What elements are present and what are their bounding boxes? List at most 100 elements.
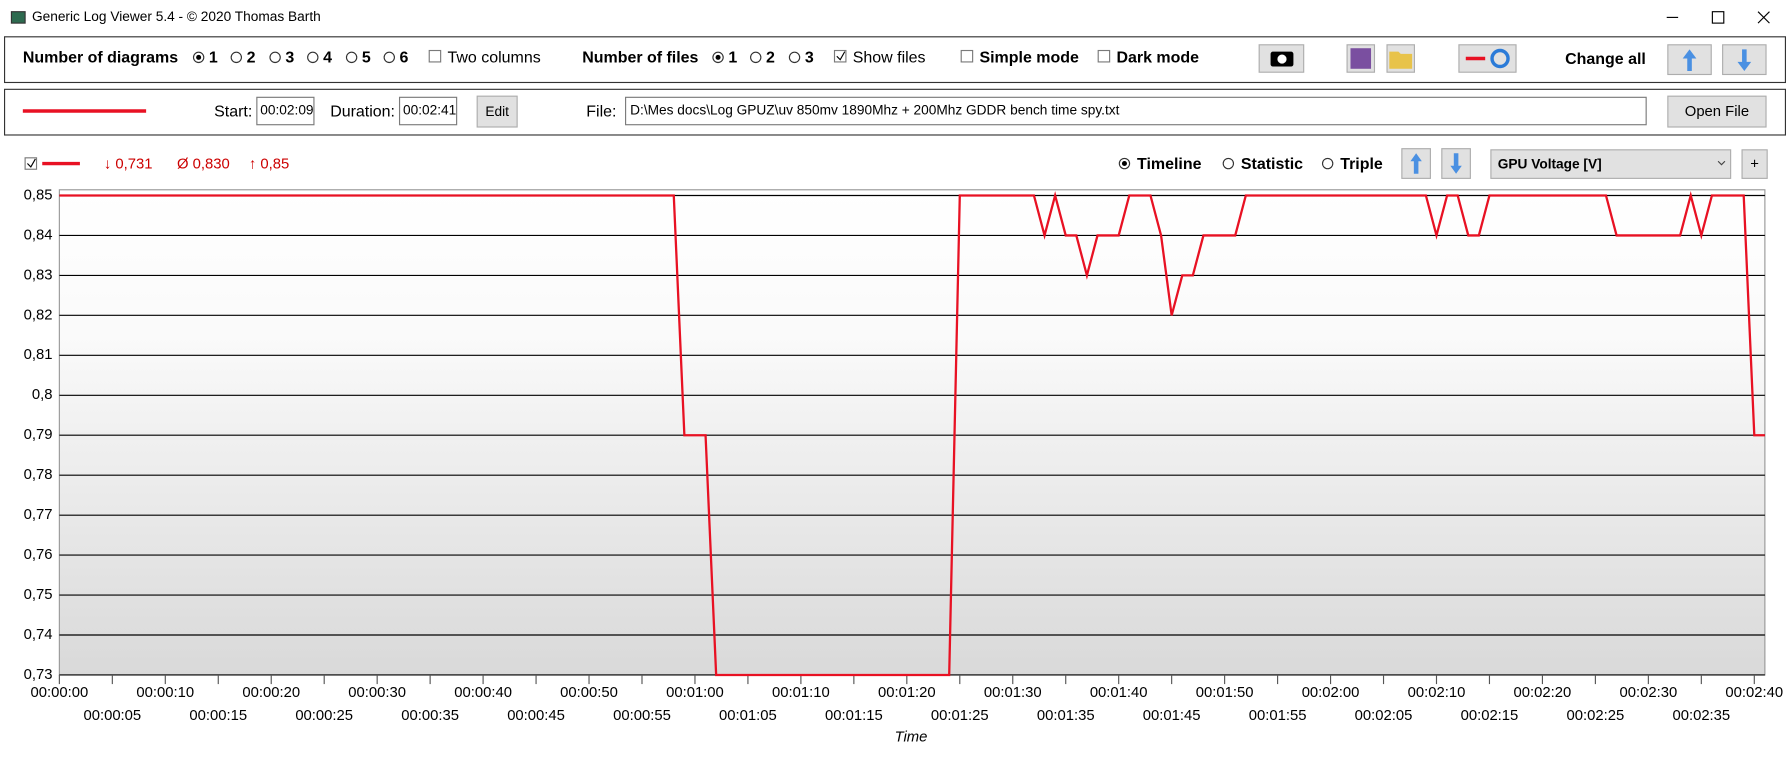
x-tick-label: 00:01:30: [984, 685, 1042, 701]
up-icon: [1682, 49, 1697, 72]
channel: GPU Voltage [V]: [1498, 156, 1602, 171]
refresh-icon: [1490, 48, 1510, 69]
x-tick-label: 00:00:45: [507, 708, 565, 724]
radio-label[interactable]: Triple: [1340, 156, 1383, 173]
close[interactable]: [1757, 11, 1770, 24]
y-tick-label: 0,82: [24, 307, 53, 323]
y-tick-label: 0,8: [32, 387, 53, 403]
checkbox[interactable]: [833, 49, 847, 63]
x-tick-label: 00:02:20: [1514, 685, 1572, 701]
duration-input[interactable]: [398, 96, 458, 126]
x-tick-label: 00:01:20: [878, 685, 936, 701]
maximize[interactable]: [1711, 11, 1725, 24]
simple-mode[interactable]: Simple mode: [979, 50, 1079, 67]
y-tick-label: 0,85: [24, 187, 53, 203]
start-input[interactable]: [256, 96, 315, 126]
files-label: Number of files: [582, 50, 698, 67]
radio[interactable]: [788, 51, 801, 64]
x-tick-label: 00:01:45: [1143, 708, 1201, 724]
stat-avg: Ø 0,830: [177, 157, 230, 173]
x-tick-label: 00:00:55: [613, 708, 671, 724]
duration-label: Duration:: [330, 103, 395, 120]
radio-label[interactable]: 5: [362, 50, 371, 67]
x-tick-label: 00:01:10: [772, 685, 830, 701]
file-path-input[interactable]: [625, 96, 1647, 126]
stat-min: ↓ 0,731: [104, 157, 153, 173]
y-tick-label: 0,84: [24, 227, 53, 243]
edit-button[interactable]: [476, 95, 518, 128]
radio-label[interactable]: 3: [805, 50, 814, 67]
y-tick-label: 0,81: [24, 347, 53, 363]
x-tick-label: 00:02:30: [1619, 685, 1677, 701]
plot-area: [58, 189, 1766, 676]
checkbox[interactable]: [960, 49, 974, 63]
add-button[interactable]: [1741, 149, 1768, 179]
x-axis-title: Time: [895, 730, 928, 746]
channel-dropdown[interactable]: [1490, 149, 1732, 179]
radio[interactable]: [383, 51, 395, 64]
radio[interactable]: [1321, 157, 1334, 170]
y-tick-label: 0,78: [24, 467, 53, 483]
down-icon: [1450, 153, 1462, 174]
y-tick-label: 0,75: [24, 587, 53, 603]
x-tick-label: 00:00:20: [242, 685, 300, 701]
radio[interactable]: [307, 51, 319, 64]
two-columns[interactable]: Two columns: [448, 50, 541, 67]
radio-label[interactable]: 1: [728, 50, 737, 67]
x-tick-label: 00:00:15: [189, 708, 247, 724]
radio[interactable]: [750, 51, 762, 64]
x-tick-label: 00:02:10: [1408, 685, 1466, 701]
open-file-button[interactable]: [1667, 95, 1767, 128]
radio-label[interactable]: 2: [247, 50, 256, 67]
start-label: Start:: [214, 103, 252, 120]
file-label: File:: [586, 103, 616, 120]
check-mark: [836, 51, 846, 61]
radio[interactable]: [230, 51, 243, 64]
stat-max: ↑ 0,85: [249, 157, 289, 173]
radio-dot: [196, 54, 202, 60]
x-tick-label: 00:02:05: [1355, 708, 1413, 724]
check-mark: [26, 158, 36, 168]
change-all: Change all: [1565, 51, 1646, 68]
x-tick-label: 00:00:50: [560, 685, 618, 701]
folder-icon: [1389, 51, 1413, 69]
radio[interactable]: [1222, 157, 1235, 170]
radio-label[interactable]: 2: [766, 50, 775, 67]
checkbox[interactable]: [428, 49, 442, 63]
save-icon: [1350, 48, 1372, 69]
x-tick-label: 00:02:40: [1725, 685, 1783, 701]
radio-label[interactable]: Timeline: [1137, 156, 1202, 173]
series-line: [59, 191, 1765, 677]
x-tick-label: 00:01:55: [1249, 708, 1307, 724]
checkbox[interactable]: [1097, 49, 1111, 63]
camera-lens: [1277, 54, 1287, 64]
series-checkbox[interactable]: [24, 157, 38, 170]
radio-dot: [1121, 161, 1127, 167]
radio-label[interactable]: 1: [209, 50, 218, 67]
edit-label: Edit: [485, 104, 509, 119]
x-tick-label: 00:01:00: [666, 685, 724, 701]
radio[interactable]: [345, 51, 358, 64]
x-tick-label: 00:01:40: [1090, 685, 1148, 701]
window-title: Generic Log Viewer 5.4 - © 2020 Thomas B…: [32, 9, 321, 24]
radio-label[interactable]: Statistic: [1241, 156, 1303, 173]
down-icon: [1737, 49, 1752, 72]
duration-value: 00:02:41: [403, 103, 456, 118]
x-tick-label: 00:02:35: [1672, 708, 1730, 724]
radio-label[interactable]: 3: [285, 50, 294, 67]
x-tick-label: 00:00:25: [295, 708, 353, 724]
radio-label[interactable]: 6: [400, 50, 409, 67]
show-files[interactable]: Show files: [853, 50, 926, 67]
x-tick-label: 00:02:00: [1302, 685, 1360, 701]
x-tick-label: 00:00:00: [30, 685, 88, 701]
x-tick-label: 00:02:15: [1461, 708, 1519, 724]
x-tick-label: 00:01:35: [1037, 708, 1095, 724]
y-tick-label: 0,73: [24, 667, 53, 683]
dark-mode[interactable]: Dark mode: [1116, 50, 1199, 67]
x-tick-label: 00:00:40: [454, 685, 512, 701]
radio-label[interactable]: 4: [323, 50, 332, 67]
x-tick-label: 00:01:05: [719, 708, 777, 724]
x-tick-label: 00:00:35: [401, 708, 459, 724]
radio[interactable]: [269, 51, 281, 64]
